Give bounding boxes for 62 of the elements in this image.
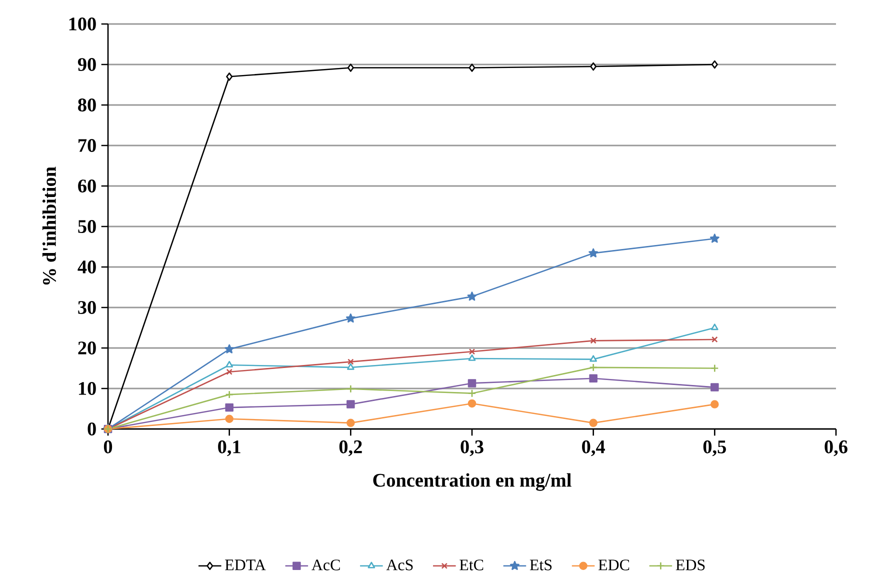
point [468, 389, 476, 398]
point [588, 248, 598, 258]
point [710, 324, 718, 330]
point [710, 400, 719, 408]
legend-label: AcC [312, 560, 340, 570]
point [589, 374, 598, 383]
x-tick-label: 0 [104, 440, 112, 454]
y-tick-label: 60 [78, 180, 96, 192]
point [346, 418, 355, 428]
point [468, 354, 476, 361]
point [711, 60, 718, 69]
point [226, 360, 234, 368]
point [468, 399, 476, 408]
point [226, 72, 233, 81]
y-tick-label: 0 [88, 422, 96, 436]
point [467, 292, 477, 301]
point [225, 414, 234, 424]
point [589, 363, 598, 372]
legend-label: AcS [386, 560, 413, 570]
point [224, 344, 234, 354]
y-tick-label: 40 [78, 260, 96, 274]
legend-label: EDTA [225, 560, 266, 570]
x-tick-label: 0,2 [339, 440, 362, 456]
x-tick-label: 0,4 [582, 440, 605, 456]
y-tick-label: 20 [78, 342, 96, 354]
point [347, 64, 354, 72]
x-tick-label: 0,3 [460, 440, 484, 456]
y-tick-label: 10 [78, 382, 96, 395]
point [710, 383, 719, 392]
y-tick-label: 100 [69, 18, 96, 30]
legend-label: EtS [530, 560, 552, 570]
point [346, 384, 355, 394]
x-tick-label: 0,6 [824, 440, 848, 456]
point [710, 364, 719, 372]
x-tick-label: 0,1 [218, 440, 240, 456]
point [710, 234, 720, 243]
legend-label: EDS [676, 560, 705, 570]
point [348, 358, 354, 365]
point [468, 348, 476, 355]
point [226, 368, 232, 376]
point [346, 313, 356, 323]
x-axis-title: Concentration en mg/ml [373, 473, 572, 491]
legend-label: EtC [460, 560, 484, 570]
point [468, 64, 476, 72]
x-tick-label: 0,5 [703, 440, 726, 456]
point [346, 400, 355, 408]
y-tick-label: 70 [78, 139, 96, 152]
y-tick-label: 80 [78, 98, 96, 112]
point [712, 336, 718, 343]
legend-label: EDC [598, 560, 630, 570]
point [589, 418, 598, 428]
point [225, 403, 234, 412]
y-tick-label: 30 [78, 301, 96, 314]
y-tick-label: 50 [78, 220, 96, 233]
point [468, 379, 476, 388]
y-tick-label: 90 [78, 58, 96, 71]
point [590, 338, 596, 344]
point [225, 390, 234, 399]
point [346, 363, 354, 370]
point [590, 62, 597, 71]
y-axis-title: % d'inhibition [42, 166, 56, 285]
point [590, 355, 597, 362]
